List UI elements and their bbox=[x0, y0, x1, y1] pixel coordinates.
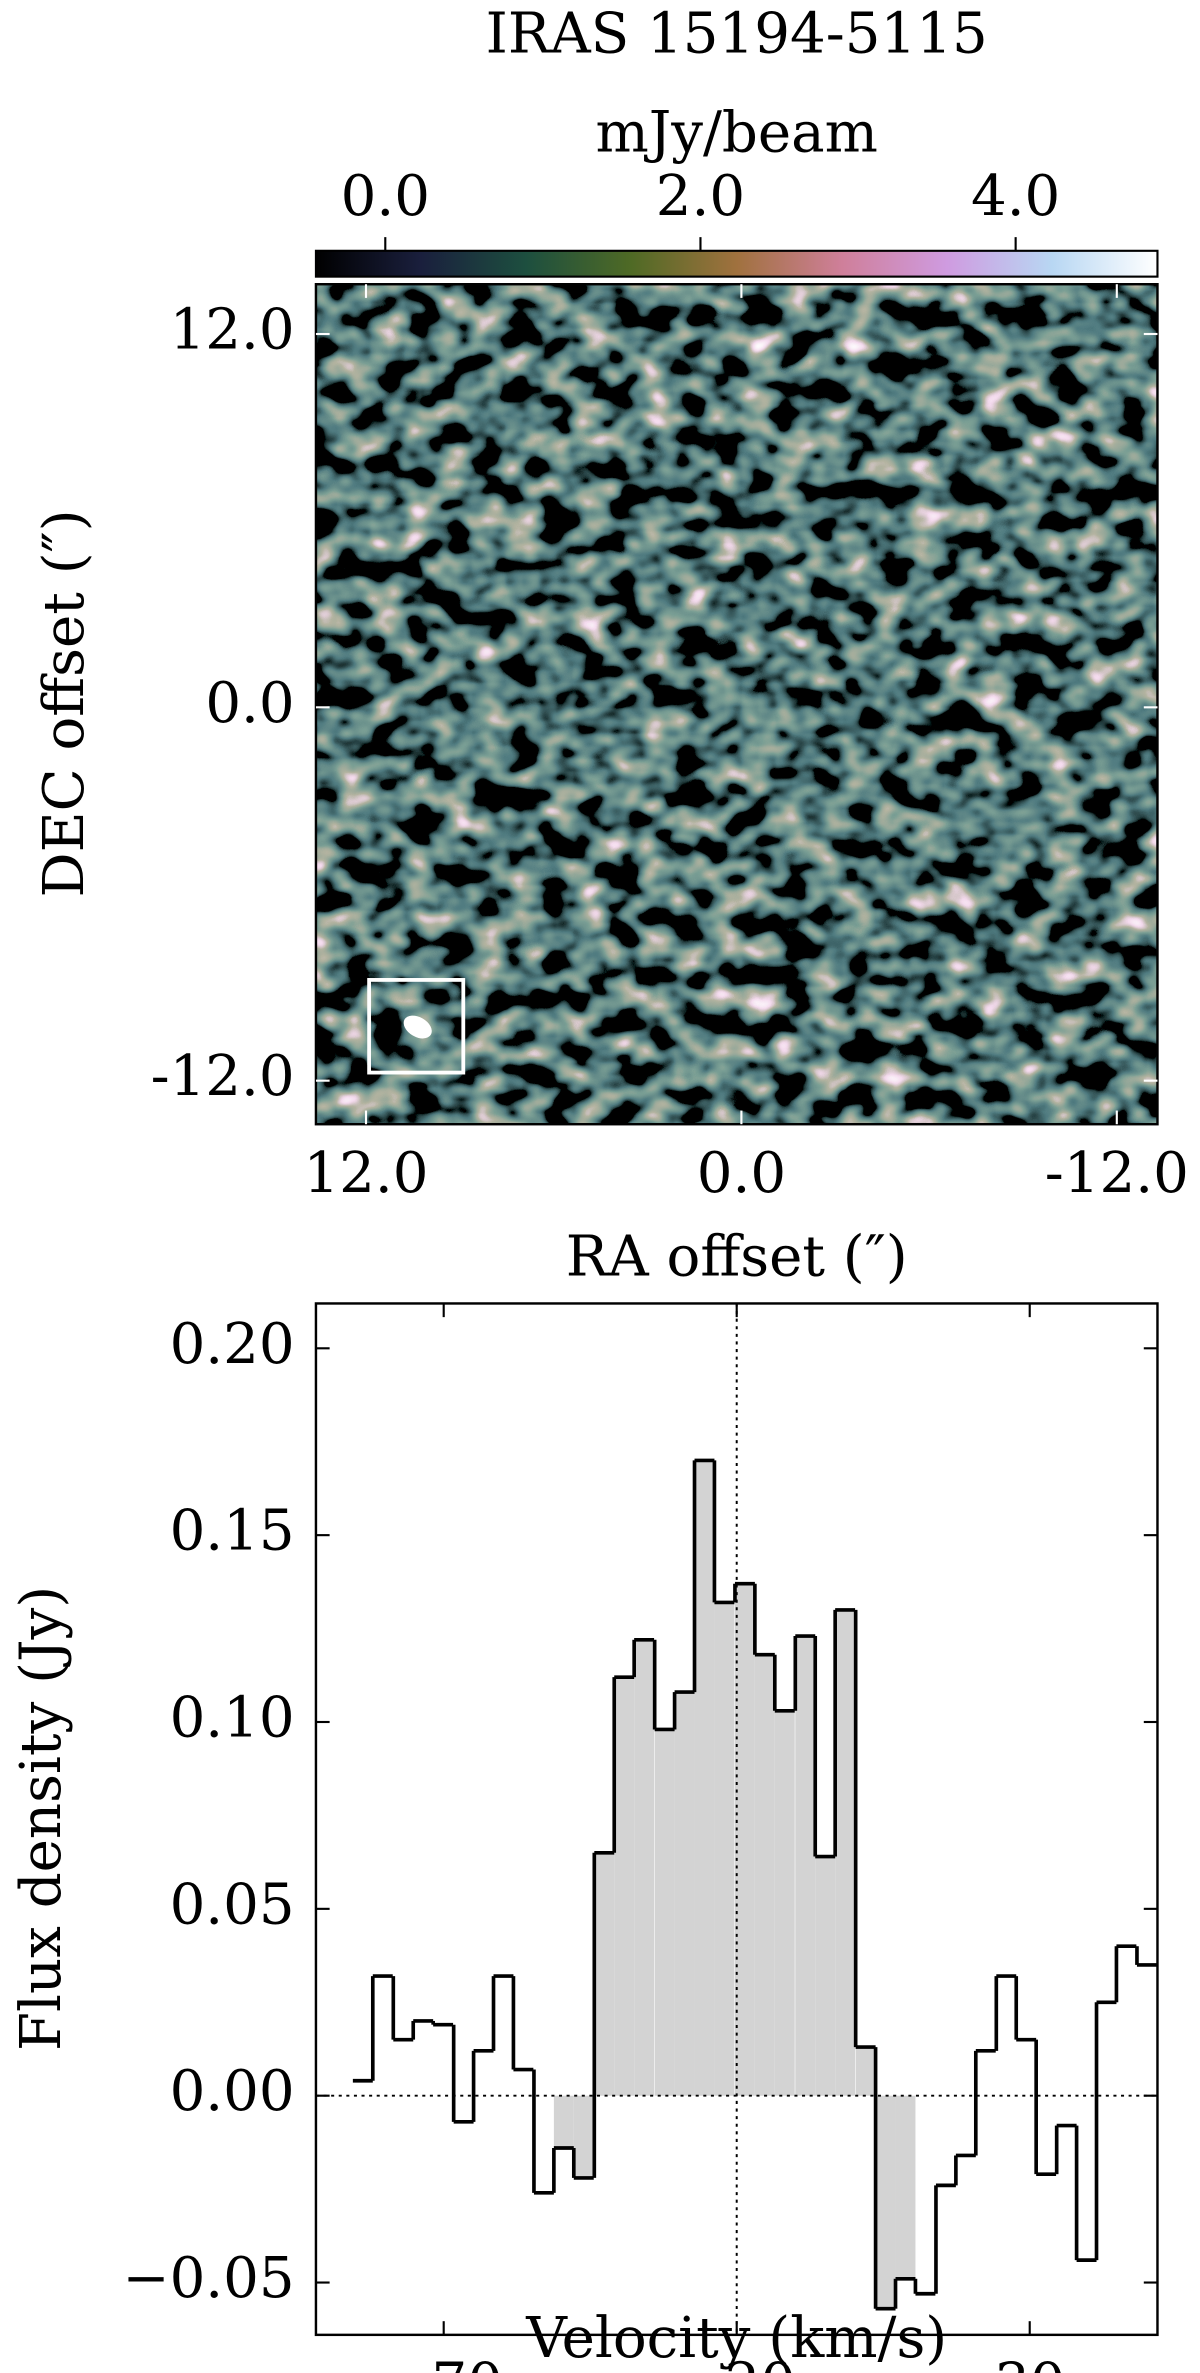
shaded-bar bbox=[815, 1856, 836, 2096]
shaded-bar bbox=[674, 1692, 695, 2096]
x-tick-label: −70 bbox=[384, 2352, 503, 2373]
y-axis-label: DEC offset (″) bbox=[32, 509, 97, 897]
y-axis-label: Flux density (Jy) bbox=[9, 1586, 74, 2051]
shaded-bar bbox=[734, 1583, 755, 2096]
colorbar-tick-label: 2.0 bbox=[656, 164, 745, 229]
y-tick-label: 0.10 bbox=[170, 1685, 295, 1750]
shaded-bar bbox=[614, 1677, 635, 2096]
x-tick-label: 12.0 bbox=[303, 1141, 428, 1206]
x-axis-label: RA offset (″) bbox=[566, 1224, 908, 1289]
colorbar-label: mJy/beam bbox=[595, 100, 877, 165]
y-tick-label: −0.05 bbox=[122, 2246, 294, 2311]
x-axis-label: Velocity (km/s) bbox=[525, 2306, 947, 2371]
x-tick-label: 30 bbox=[994, 2352, 1066, 2373]
y-tick-label: 0.00 bbox=[170, 2059, 295, 2124]
y-tick-label: 12.0 bbox=[170, 297, 295, 362]
x-tick-label: 0.0 bbox=[697, 1141, 786, 1206]
y-tick-label: 0.05 bbox=[170, 1872, 295, 1937]
beam-box bbox=[367, 978, 466, 1075]
shaded-bar bbox=[634, 1639, 655, 2096]
shaded-bar bbox=[895, 2095, 916, 2279]
shaded-bar bbox=[553, 2095, 574, 2149]
shaded-bar bbox=[855, 2047, 876, 2096]
x-tick-label: −20 bbox=[677, 2352, 796, 2373]
shaded-bar bbox=[795, 1636, 816, 2096]
chart-title: IRAS 15194-5115 bbox=[486, 2, 988, 67]
x-tick-label: -12.0 bbox=[1045, 1141, 1189, 1206]
plot-frame bbox=[314, 283, 1159, 1126]
shaded-bar bbox=[714, 1602, 735, 2096]
shaded-bar bbox=[774, 1710, 795, 2096]
y-tick-label: 0.15 bbox=[170, 1499, 295, 1564]
intensity-map bbox=[315, 284, 1158, 1125]
shaded-bar bbox=[835, 1609, 856, 2096]
shaded-bar bbox=[654, 1729, 675, 2096]
shaded-bar bbox=[594, 1852, 615, 2096]
shaded-bar bbox=[875, 2095, 896, 2309]
shaded-bar bbox=[694, 1460, 715, 2096]
colorbar-tick-label: 0.0 bbox=[341, 164, 430, 229]
colorbar-tick-label: 4.0 bbox=[971, 164, 1060, 229]
y-tick-label: 0.20 bbox=[170, 1312, 295, 1377]
colorbar bbox=[314, 249, 1159, 278]
shaded-bar bbox=[754, 1654, 775, 2096]
y-tick-label: 0.0 bbox=[205, 671, 294, 736]
beam bbox=[403, 1015, 432, 1039]
y-tick-label: -12.0 bbox=[151, 1044, 295, 1109]
shaded-bar bbox=[573, 2095, 594, 2178]
